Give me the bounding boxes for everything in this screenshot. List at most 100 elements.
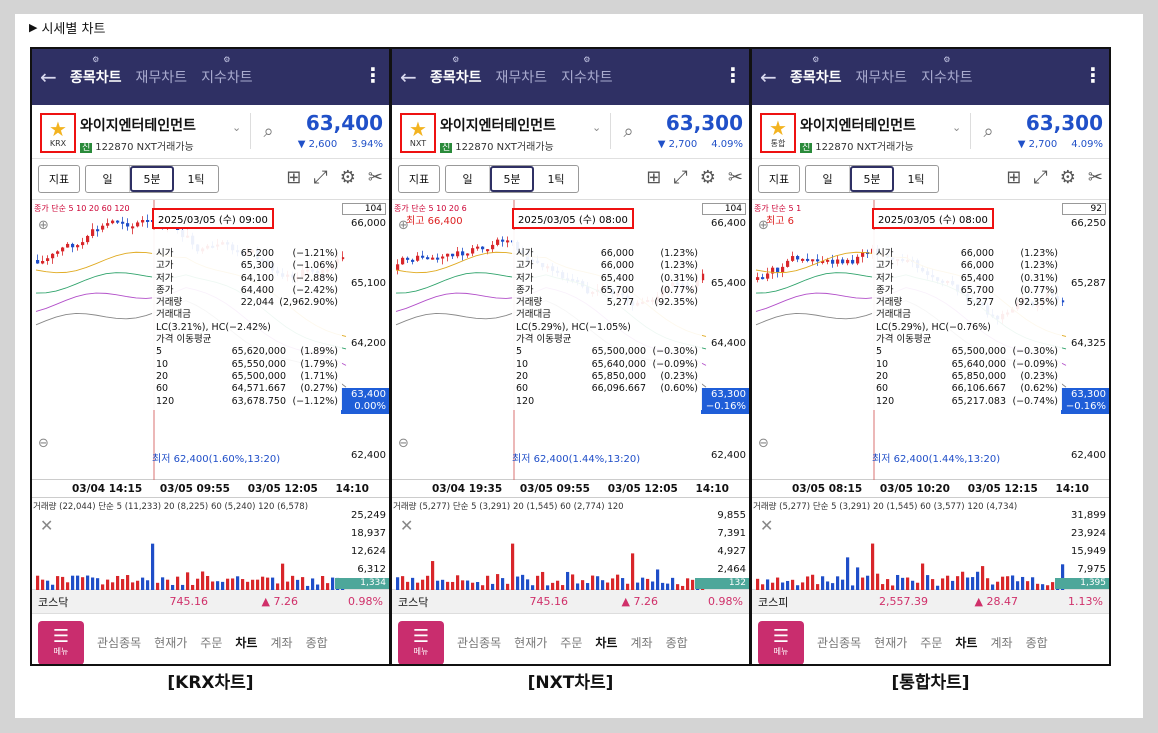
bottom-nav-item[interactable]: 관심종목 [457,636,502,650]
tab-financial-chart[interactable]: 재무차트 [856,67,908,87]
close-icon[interactable]: ✕ [400,516,414,535]
layout-grid-icon[interactable]: ⊞ [646,167,662,188]
bottom-nav-item[interactable]: 계좌 [990,636,1013,650]
price-chart[interactable]: 종가 단순 5 1 92 최고 6 ⊕ ⊖ 66,250 65,287 64,325… [752,199,1109,480]
gear-icon[interactable]: ⚙ [1059,167,1076,188]
bottom-nav-item[interactable]: 관심종목 [817,636,862,650]
tick-button[interactable]: 1틱 [187,173,205,186]
zoom-out-icon[interactable]: ⊖ [758,436,769,451]
stock-name[interactable]: 와이지엔터테인먼트 [80,118,196,134]
bottom-nav-item[interactable]: 주문 [560,636,583,650]
star-icon[interactable]: ★ [409,116,427,141]
interval-button[interactable]: 5분 [850,166,894,192]
volume-chart[interactable]: 거래량 (5,277) 단순 5 (3,291) 20 (1,545) 60 (… [392,497,749,590]
tick-button[interactable]: 1틱 [547,173,565,186]
ma-pct: (0.27%) [300,383,338,395]
indicator-button[interactable]: 지표 [398,165,440,193]
back-arrow-icon[interactable]: ← [760,65,777,89]
tab-index-chart[interactable]: ⚙ 지수차트 [201,55,253,87]
star-icon[interactable]: ★ [49,116,67,141]
interval-button[interactable]: 5분 [130,166,174,192]
menu-button[interactable]: ☰ 메뉴 [398,620,444,664]
bottom-nav-item[interactable]: 종합 [665,636,688,650]
gear-icon[interactable]: ⚙ [699,167,716,188]
search-icon[interactable]: ⌕ [250,113,286,149]
bottom-nav-item[interactable]: 차트 [595,636,618,650]
favorite-market-box[interactable]: ★ KRX [40,113,76,153]
chevron-down-icon[interactable]: ⌄ [952,121,962,134]
bottom-nav: ☰ 메뉴 관심종목 현재가 주문 차트 계좌 종합 [32,613,389,664]
back-arrow-icon[interactable]: ← [40,65,57,89]
day-button[interactable]: 일 [86,166,130,192]
layout-grid-icon[interactable]: ⊞ [1006,167,1022,188]
tab-financial-chart[interactable]: 재무차트 [136,67,188,87]
index-bar[interactable]: 코스피 2,557.39 ▲ 28.47 1.13% [752,589,1109,613]
indicator-button[interactable]: 지표 [758,165,800,193]
zoom-out-icon[interactable]: ⊖ [398,436,409,451]
bottom-nav-item[interactable]: 현재가 [154,636,188,650]
bottom-nav-item[interactable]: 종합 [1025,636,1048,650]
day-button[interactable]: 일 [446,166,490,192]
bottom-nav-item[interactable]: 계좌 [270,636,293,650]
chevron-down-icon[interactable]: ⌄ [592,121,602,134]
stock-name[interactable]: 와이지엔터테인먼트 [440,118,556,134]
day-button[interactable]: 일 [806,166,850,192]
bottom-nav-item[interactable]: 현재가 [874,636,908,650]
bottom-nav-item[interactable]: 종합 [305,636,328,650]
tick-button[interactable]: 1틱 [907,173,925,186]
back-arrow-icon[interactable]: ← [400,65,417,89]
bottom-nav-item[interactable]: 차트 [955,636,978,650]
more-menu-icon[interactable]: ⋮ [723,63,743,87]
gear-icon[interactable]: ⚙ [339,167,356,188]
menu-button[interactable]: ☰ 메뉴 [758,620,804,664]
expand-icon[interactable]: ⤢ [673,167,688,188]
volume-bar [186,572,190,590]
more-menu-icon[interactable]: ⋮ [1083,63,1103,87]
volume-chart[interactable]: 거래량 (5,277) 단순 5 (3,291) 20 (1,545) 60 (… [752,497,1109,590]
tab-financial-chart[interactable]: 재무차트 [496,67,548,87]
zoom-in-icon[interactable]: ⊕ [38,218,49,233]
index-bar[interactable]: 코스닥 745.16 ▲ 7.26 0.98% [32,589,389,613]
star-icon[interactable]: ★ [769,115,787,140]
tab-stock-chart[interactable]: ⚙ 종목차트 [430,55,482,87]
bottom-nav-item[interactable]: 주문 [920,636,943,650]
interval-button[interactable]: 5분 [490,166,534,192]
index-bar[interactable]: 코스닥 745.16 ▲ 7.26 0.98% [392,589,749,613]
search-icon[interactable]: ⌕ [970,113,1006,149]
zoom-in-icon[interactable]: ⊕ [398,218,409,233]
tab-index-chart[interactable]: ⚙ 지수차트 [921,55,973,87]
close-icon[interactable]: ✕ [40,516,54,535]
volume-bar [581,580,585,590]
expand-icon[interactable]: ⤢ [313,167,328,188]
tooltip-amount: 거래대금 [516,309,551,321]
tools-icon[interactable]: ✂ [1087,167,1103,188]
bottom-nav-item[interactable]: 차트 [235,636,258,650]
close-icon[interactable]: ✕ [760,516,774,535]
stock-sub: 신 122870 NXT거래가능 [80,138,194,153]
expand-icon[interactable]: ⤢ [1033,167,1048,188]
favorite-market-box[interactable]: ★ 통합 [760,113,796,153]
bottom-nav-item[interactable]: 관심종목 [97,636,142,650]
layout-grid-icon[interactable]: ⊞ [286,167,302,188]
bottom-nav-item[interactable]: 계좌 [630,636,653,650]
tools-icon[interactable]: ✂ [367,167,383,188]
zoom-out-icon[interactable]: ⊖ [38,436,49,451]
bottom-nav-item[interactable]: 현재가 [514,636,548,650]
price-chart[interactable]: 종가 단순 5 10 20 60 120 104 ⊕ ⊖ 66,000 65,10… [32,199,389,480]
tools-icon[interactable]: ✂ [727,167,743,188]
indicator-button[interactable]: 지표 [38,165,80,193]
favorite-market-box[interactable]: ★ NXT [400,113,436,153]
volume-chart[interactable]: 거래량 (22,044) 단순 5 (11,233) 20 (8,225) 60… [32,497,389,590]
zoom-in-icon[interactable]: ⊕ [758,218,769,233]
chevron-down-icon[interactable]: ⌄ [232,121,242,134]
candle [71,243,75,248]
tab-stock-chart[interactable]: ⚙ 종목차트 [790,55,842,87]
more-menu-icon[interactable]: ⋮ [363,63,383,87]
tab-stock-chart[interactable]: ⚙ 종목차트 [70,55,122,87]
stock-name[interactable]: 와이지엔터테인먼트 [800,118,916,134]
tab-index-chart[interactable]: ⚙ 지수차트 [561,55,613,87]
search-icon[interactable]: ⌕ [610,113,646,149]
bottom-nav-item[interactable]: 주문 [200,636,223,650]
price-chart[interactable]: 종가 단순 5 10 20 6 104 최고 66,400 ⊕ ⊖ 66,400… [392,199,749,480]
menu-button[interactable]: ☰ 메뉴 [38,620,84,664]
